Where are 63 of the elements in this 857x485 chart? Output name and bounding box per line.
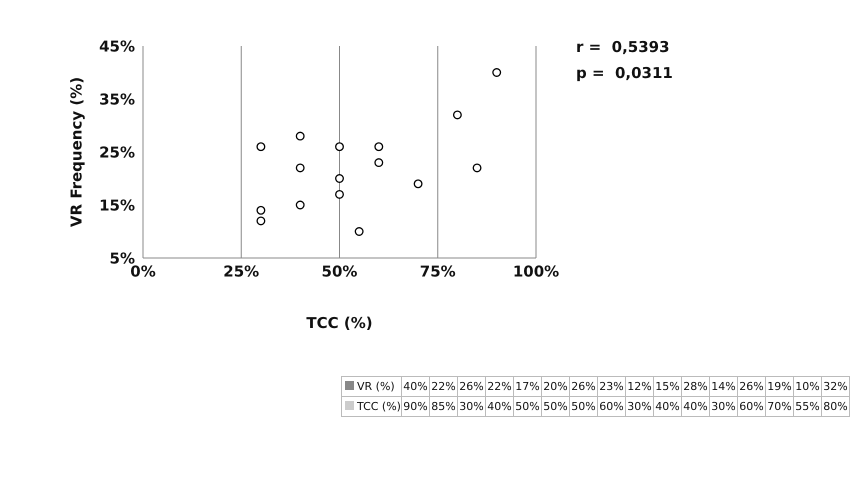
text: 70% bbox=[766, 396, 794, 416]
text: 26% bbox=[738, 376, 766, 396]
point bbox=[335, 190, 344, 199]
point bbox=[256, 216, 266, 226]
text: r = 0,5393 bbox=[576, 38, 670, 56]
point bbox=[472, 163, 482, 172]
text: 20% bbox=[542, 376, 570, 396]
text: 55% bbox=[794, 396, 822, 416]
text: 50% bbox=[570, 396, 598, 416]
text: VR (%) bbox=[342, 376, 402, 396]
text: 15% bbox=[654, 376, 682, 396]
text: 50% bbox=[514, 396, 542, 416]
text: 22% bbox=[430, 376, 458, 396]
y-tick-label: 35% bbox=[99, 90, 135, 108]
text: 30% bbox=[626, 396, 654, 416]
text: 32% bbox=[822, 376, 850, 396]
text: p = 0,0311 bbox=[576, 64, 673, 82]
text: 60% bbox=[738, 396, 766, 416]
text: 90% bbox=[402, 396, 430, 416]
text: TCC (%) bbox=[342, 396, 402, 416]
text: 50% bbox=[542, 396, 570, 416]
point bbox=[452, 110, 462, 120]
point bbox=[256, 206, 266, 215]
x-axis-title: TCC (%) bbox=[306, 314, 373, 332]
y-tick-label: 25% bbox=[99, 143, 135, 162]
point bbox=[256, 142, 266, 152]
text: 19% bbox=[766, 376, 794, 396]
text: 30% bbox=[710, 396, 738, 416]
x-tick-label: 100% bbox=[512, 262, 560, 281]
y-tick-label: 15% bbox=[99, 196, 135, 214]
text: 80% bbox=[822, 396, 850, 416]
text: 28% bbox=[682, 376, 710, 396]
x-tick-label: 75% bbox=[420, 262, 456, 281]
x-tick-label: 25% bbox=[223, 262, 260, 281]
y-axis-title: VR Frequency (%) bbox=[67, 76, 86, 228]
text: 17% bbox=[514, 376, 542, 396]
text: 26% bbox=[458, 376, 486, 396]
x-tick-label: 0% bbox=[130, 262, 156, 281]
text: 23% bbox=[598, 376, 626, 396]
text: 14% bbox=[710, 376, 738, 396]
point bbox=[414, 179, 423, 188]
point bbox=[296, 200, 305, 210]
point bbox=[374, 158, 384, 168]
point bbox=[296, 163, 305, 172]
text: 12% bbox=[626, 376, 654, 396]
text: 40% bbox=[402, 376, 430, 396]
x-tick-label: 50% bbox=[322, 262, 358, 281]
text: 40% bbox=[486, 396, 514, 416]
point bbox=[296, 132, 305, 141]
point bbox=[374, 142, 384, 152]
point bbox=[492, 68, 502, 77]
text: 26% bbox=[570, 376, 598, 396]
text: 85% bbox=[430, 396, 458, 416]
point bbox=[335, 142, 344, 152]
text: 30% bbox=[458, 396, 486, 416]
point bbox=[335, 174, 344, 183]
text: 40% bbox=[682, 396, 710, 416]
text: 60% bbox=[598, 396, 626, 416]
point bbox=[354, 227, 364, 236]
text: 22% bbox=[486, 376, 514, 396]
y-tick-label: 45% bbox=[99, 37, 135, 56]
text: 40% bbox=[654, 396, 682, 416]
text: 10% bbox=[794, 376, 822, 396]
